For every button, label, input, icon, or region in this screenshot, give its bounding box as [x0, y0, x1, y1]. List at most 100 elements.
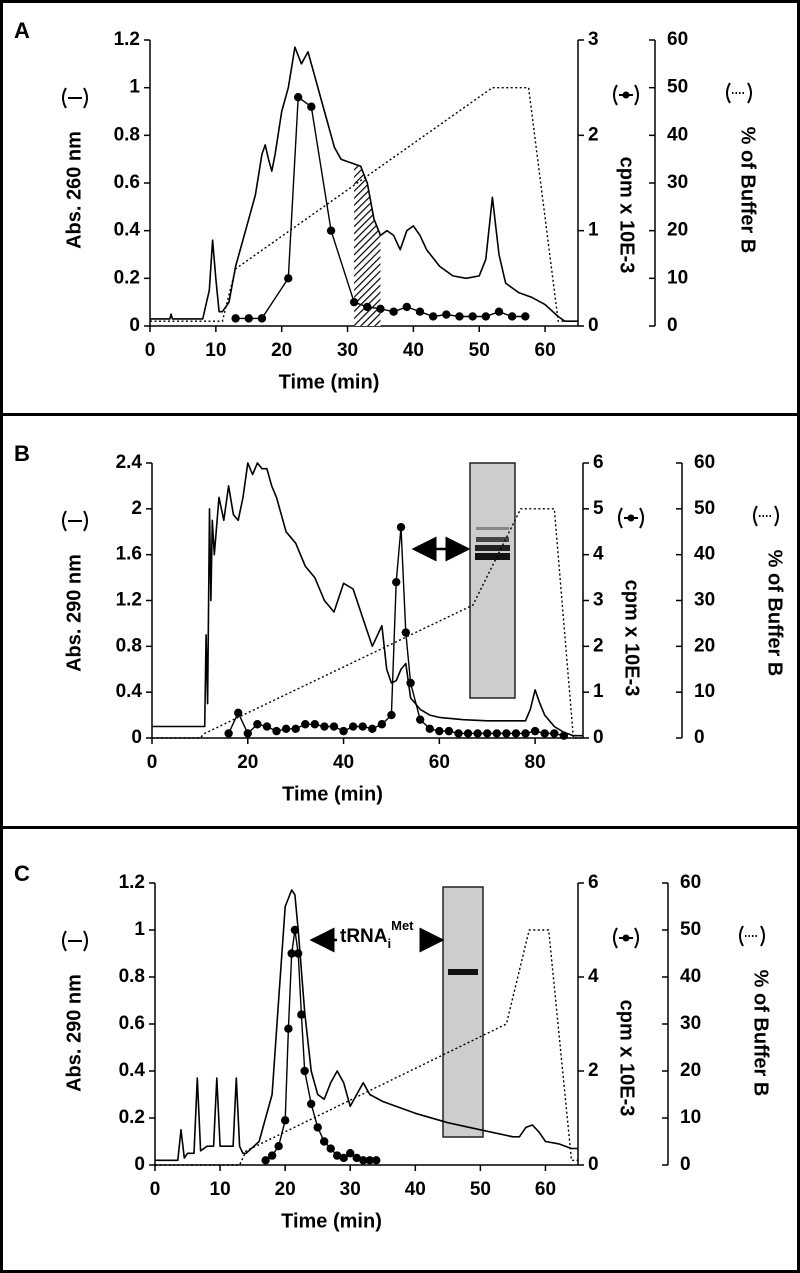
x-tick-label: 0	[150, 1179, 161, 1200]
x-tick-label: 40	[403, 340, 424, 361]
y-axis-title: Abs. 290 nm	[63, 554, 85, 672]
legend-paren	[739, 925, 765, 947]
x-tick-label: 30	[340, 1179, 361, 1200]
data-point	[281, 724, 291, 734]
data-point	[326, 226, 336, 235]
y-tick-label: 1.2	[119, 872, 145, 893]
data-point	[267, 1151, 277, 1160]
x-tick-label: 40	[333, 752, 354, 773]
y-tick-label: 0.8	[114, 124, 140, 145]
y3-tick-label: 30	[694, 590, 715, 611]
data-point	[468, 312, 477, 321]
data-point	[415, 307, 425, 316]
y3-tick-label: 50	[694, 498, 715, 519]
y-tick-label: 1.6	[116, 544, 142, 565]
x-tick-label: 60	[429, 752, 450, 773]
data-point	[297, 1010, 306, 1019]
data-point	[280, 1116, 290, 1125]
y3-axis-title: % of Buffer B	[737, 127, 759, 254]
data-point	[463, 729, 473, 738]
y2-tick-label: 0	[593, 727, 604, 748]
x-tick-label: 60	[535, 1179, 556, 1200]
y3-tick-label: 40	[667, 124, 688, 145]
y3-tick-label: 20	[680, 1060, 701, 1081]
y-tick-label: 0.6	[114, 172, 140, 193]
panel-border	[0, 413, 800, 829]
x-axis-title: Time (min)	[282, 783, 383, 805]
y2-axis-title: cpm x 10E-3	[621, 580, 643, 697]
data-point	[444, 726, 454, 736]
legend-paren	[62, 510, 88, 532]
data-point	[291, 724, 300, 734]
panel-label: C	[14, 861, 30, 886]
y3-tick-label: 0	[694, 727, 705, 748]
y3-tick-label: 10	[667, 267, 688, 288]
y2-axis-title: cpm x 10E-3	[616, 157, 638, 274]
y3-tick-label: 60	[667, 29, 688, 50]
data-point	[333, 1151, 342, 1160]
legend-key	[62, 930, 88, 952]
legend-paren	[613, 927, 639, 949]
data-point	[428, 312, 438, 321]
y3-tick-label: 60	[680, 872, 701, 893]
data-point	[306, 1099, 316, 1109]
y2-tick-label: 0	[588, 1154, 599, 1175]
data-point	[243, 729, 252, 738]
data-point	[494, 307, 504, 316]
data-point	[346, 1149, 355, 1158]
legend-paren	[62, 87, 88, 109]
data-point	[349, 297, 359, 307]
y2-tick-label: 1	[593, 681, 604, 702]
legend-key	[613, 927, 639, 949]
data-point	[454, 729, 463, 738]
y-tick-label: 0.4	[119, 1060, 146, 1081]
y2-tick-label: 2	[588, 1060, 599, 1081]
x-tick-label: 10	[205, 340, 226, 361]
x-tick-label: 50	[470, 1179, 491, 1200]
data-point	[320, 722, 329, 731]
data-point	[320, 1137, 329, 1146]
y-tick-label: 1.2	[114, 29, 140, 50]
y2-tick-label: 4	[593, 544, 604, 565]
y2-tick-label: 2	[588, 124, 599, 145]
data-point	[376, 304, 385, 314]
y3-axis-title: % of Buffer B	[750, 970, 772, 1097]
y2-tick-label: 3	[593, 590, 604, 611]
y-tick-label: 2.4	[116, 452, 143, 473]
data-point	[310, 720, 320, 729]
x-tick-label: 80	[525, 752, 546, 773]
y-tick-label: 0.4	[114, 220, 141, 241]
data-point	[284, 1024, 293, 1033]
annotation: tRNAi Met	[340, 918, 414, 951]
data-point	[492, 729, 501, 738]
annotation-sup: Met	[391, 918, 414, 933]
annotation-sub: i	[388, 936, 392, 951]
data-point	[473, 729, 482, 738]
y2-tick-label: 2	[593, 635, 604, 656]
y-axis-title: Abs. 260 nm	[63, 131, 85, 249]
legend-dot	[622, 91, 630, 99]
legend-paren	[62, 930, 88, 952]
y2-tick-label: 4	[588, 966, 599, 987]
data-point	[483, 729, 492, 738]
series-line	[150, 87, 578, 322]
y-tick-label: 0.2	[119, 1107, 145, 1128]
data-point	[359, 1156, 368, 1165]
x-tick-label: 10	[210, 1179, 231, 1200]
y3-tick-label: 40	[680, 966, 701, 987]
data-point	[365, 1156, 374, 1165]
data-point	[244, 314, 253, 323]
data-point	[392, 577, 401, 587]
y-tick-label: 0.8	[116, 635, 142, 656]
x-tick-label: 40	[405, 1179, 426, 1200]
data-point	[257, 314, 267, 323]
data-point	[406, 678, 415, 688]
data-point	[253, 720, 262, 729]
legend-paren	[618, 507, 644, 529]
data-point	[401, 628, 411, 637]
panel-label: B	[14, 441, 30, 466]
y-tick-label: 0.2	[114, 267, 140, 288]
y-tick-label: 1	[134, 919, 145, 940]
data-point	[363, 302, 372, 312]
x-tick-label: 0	[147, 752, 158, 773]
